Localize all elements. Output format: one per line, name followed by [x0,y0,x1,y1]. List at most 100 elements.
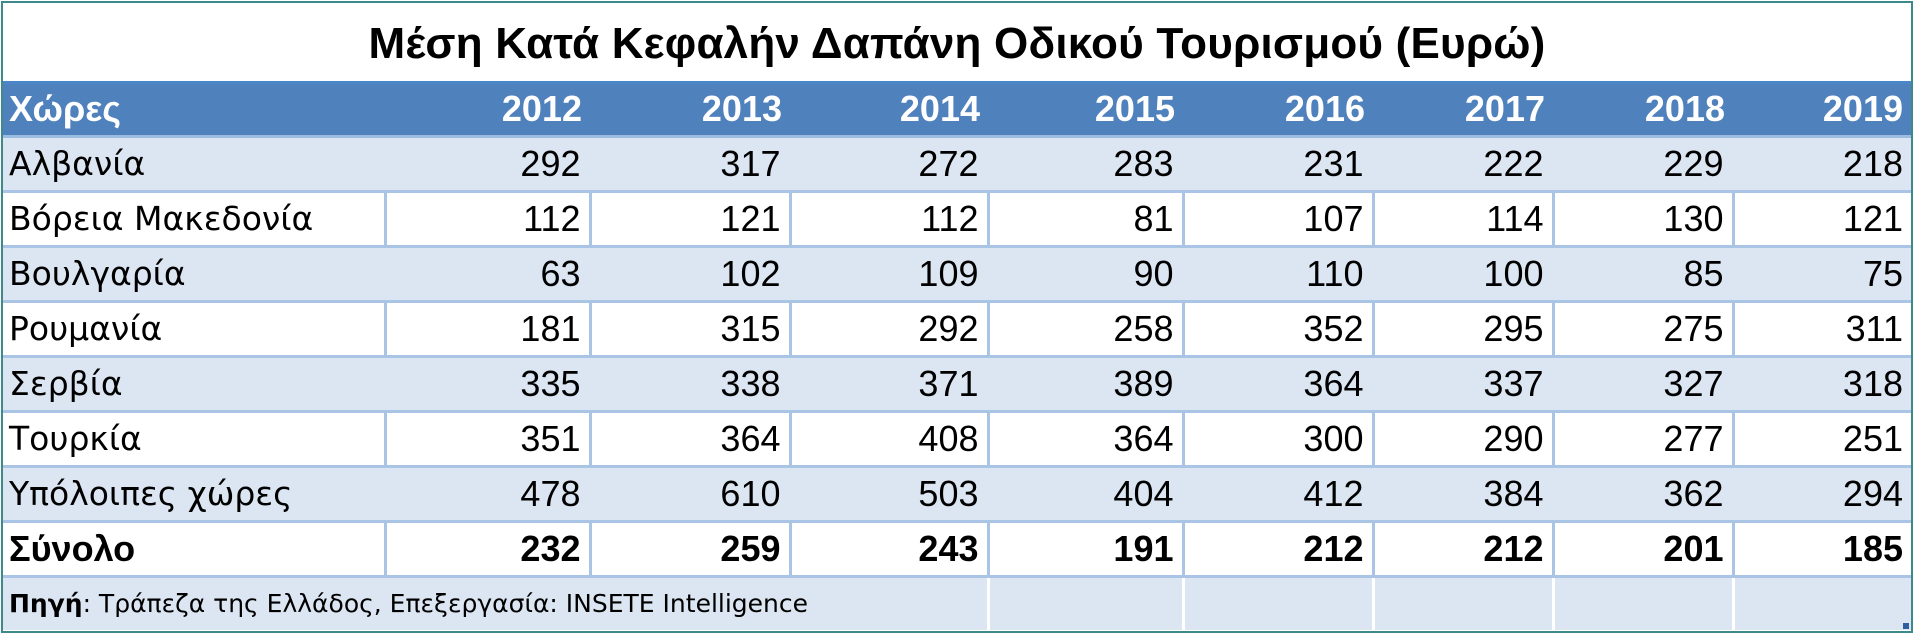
value-cell: 121 [1731,191,1911,248]
country-cell: Βόρεια Μακεδονία [3,191,385,248]
total-cell: 243 [788,521,988,578]
value-cell: 100 [1371,246,1553,303]
value-cell: 335 [383,356,590,413]
value-cell: 181 [383,301,590,358]
value-cell: 85 [1551,246,1733,303]
value-cell: 300 [1181,411,1373,468]
source-row: Πηγή: Τράπεζα της Ελλάδος, Επεξεργασία: … [3,576,1911,630]
value-cell: 292 [383,136,590,193]
total-cell: 191 [986,521,1183,578]
total-cell: 212 [1181,521,1373,578]
total-label: Σύνολο [3,521,385,578]
source-note: Πηγή: Τράπεζα της Ελλάδος, Επεξεργασία: … [3,576,988,630]
footer-cell [1731,576,1911,630]
value-cell: 318 [1731,356,1911,413]
value-cell: 384 [1371,466,1553,523]
value-cell: 352 [1181,301,1373,358]
source-label: Πηγή [9,589,83,619]
footer-cell [1551,576,1733,630]
value-cell: 107 [1181,191,1373,248]
resize-handle [1903,623,1909,629]
value-cell: 112 [383,191,590,248]
value-cell: 478 [383,466,590,523]
header-year: 2014 [790,84,988,138]
value-cell: 75 [1731,246,1911,303]
value-cell: 351 [383,411,590,468]
value-cell: 231 [1181,136,1373,193]
table-row: Ρουμανία 181 315 292 258 352 295 275 311 [3,301,1911,358]
value-cell: 130 [1551,191,1733,248]
value-cell: 327 [1551,356,1733,413]
value-cell: 412 [1181,466,1373,523]
header-year: 2019 [1733,84,1911,138]
header-year: 2013 [590,84,790,138]
value-cell: 362 [1551,466,1733,523]
total-cell: 185 [1731,521,1911,578]
table-row: Υπόλοιπες χώρες 478 610 503 404 412 384 … [3,466,1911,523]
value-cell: 229 [1551,136,1733,193]
value-cell: 63 [383,246,590,303]
value-cell: 389 [986,356,1183,413]
table-row: Βουλγαρία 63 102 109 90 110 100 85 75 [3,246,1911,303]
value-cell: 408 [788,411,988,468]
header-year: 2016 [1183,84,1373,138]
value-cell: 272 [788,136,988,193]
value-cell: 315 [588,301,790,358]
value-cell: 102 [588,246,790,303]
value-cell: 109 [788,246,988,303]
value-cell: 364 [588,411,790,468]
source-text: : Τράπεζα της Ελλάδος, Επεξεργασία: INSE… [82,589,809,619]
value-cell: 90 [986,246,1183,303]
total-cell: 232 [383,521,590,578]
country-cell: Ρουμανία [3,301,385,358]
value-cell: 277 [1551,411,1733,468]
value-cell: 290 [1371,411,1553,468]
country-cell: Σερβία [3,356,385,413]
footer-cell [1371,576,1553,630]
header-countries: Χώρες [3,84,385,138]
value-cell: 114 [1371,191,1553,248]
country-cell: Τουρκία [3,411,385,468]
value-cell: 112 [788,191,988,248]
value-cell: 81 [986,191,1183,248]
value-cell: 275 [1551,301,1733,358]
footer-cell [986,576,1183,630]
value-cell: 251 [1731,411,1911,468]
header-year: 2012 [385,84,590,138]
value-cell: 364 [1181,356,1373,413]
value-cell: 311 [1731,301,1911,358]
total-row: Σύνολο 232 259 243 191 212 212 201 185 [3,521,1911,578]
table-row: Σερβία 335 338 371 389 364 337 327 318 [3,356,1911,413]
total-cell: 259 [588,521,790,578]
header-year: 2018 [1553,84,1733,138]
total-cell: 212 [1371,521,1553,578]
value-cell: 121 [588,191,790,248]
spending-table: Χώρες 2012 2013 2014 2015 2016 2017 2018… [3,84,1911,630]
total-cell: 201 [1551,521,1733,578]
table-title: Μέση Κατά Κεφαλήν Δαπάνη Οδικού Τουρισμο… [3,3,1911,84]
value-cell: 292 [788,301,988,358]
country-cell: Βουλγαρία [3,246,385,303]
value-cell: 110 [1181,246,1373,303]
header-year: 2015 [988,84,1183,138]
value-cell: 338 [588,356,790,413]
value-cell: 222 [1371,136,1553,193]
table-row: Τουρκία 351 364 408 364 300 290 277 251 [3,411,1911,468]
value-cell: 295 [1371,301,1553,358]
country-cell: Αλβανία [3,136,385,193]
value-cell: 503 [788,466,988,523]
value-cell: 317 [588,136,790,193]
value-cell: 404 [986,466,1183,523]
table-row: Βόρεια Μακεδονία 112 121 112 81 107 114 … [3,191,1911,248]
header-year: 2017 [1373,84,1553,138]
value-cell: 294 [1731,466,1911,523]
value-cell: 218 [1731,136,1911,193]
value-cell: 610 [588,466,790,523]
country-cell: Υπόλοιπες χώρες [3,466,385,523]
value-cell: 371 [788,356,988,413]
value-cell: 337 [1371,356,1553,413]
table-row: Αλβανία 292 317 272 283 231 222 229 218 [3,136,1911,193]
value-cell: 364 [986,411,1183,468]
header-row: Χώρες 2012 2013 2014 2015 2016 2017 2018… [3,84,1911,138]
